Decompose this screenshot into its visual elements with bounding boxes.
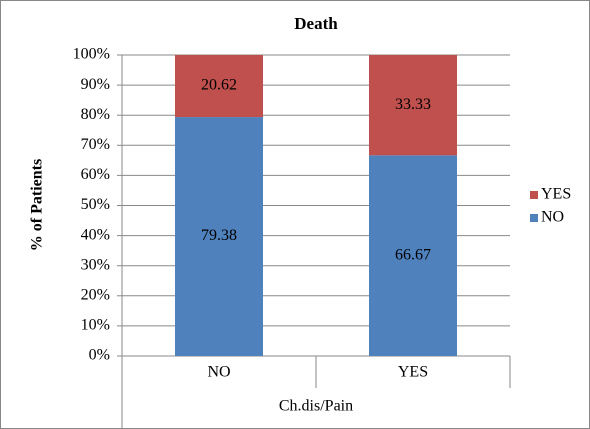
chart-title: Death	[294, 14, 338, 33]
y-tick-label: 10%	[81, 317, 110, 334]
legend-swatch	[530, 214, 538, 222]
y-tick-label: 60%	[81, 166, 110, 183]
data-label: 20.62	[201, 77, 237, 94]
y-tick-label: 0%	[89, 347, 110, 364]
legend-label: YES	[541, 186, 571, 203]
x-tick-label: YES	[398, 364, 428, 381]
y-tick-label: 80%	[81, 106, 110, 123]
x-axis-label: Ch.dis/Pain	[279, 398, 353, 415]
data-label: 33.33	[395, 96, 431, 113]
y-tick-label: 90%	[81, 76, 110, 93]
legend-swatch	[530, 191, 538, 199]
data-label: 79.38	[201, 227, 237, 244]
bar-segment	[175, 55, 263, 118]
data-label: 66.67	[395, 246, 431, 263]
x-tick-label: NO	[207, 364, 230, 381]
bar-segment	[369, 55, 457, 156]
y-tick-label: 20%	[81, 286, 110, 303]
y-tick-label: 70%	[81, 136, 110, 153]
bar-segment	[175, 117, 263, 357]
y-tick-label: 50%	[81, 196, 110, 213]
y-axis-label: % of Patients	[29, 159, 46, 251]
y-tick-label: 40%	[81, 226, 110, 243]
y-tick-label: 100%	[73, 46, 110, 63]
bar-segment	[369, 155, 457, 356]
legend-label: NO	[541, 209, 564, 226]
y-tick-label: 30%	[81, 256, 110, 273]
